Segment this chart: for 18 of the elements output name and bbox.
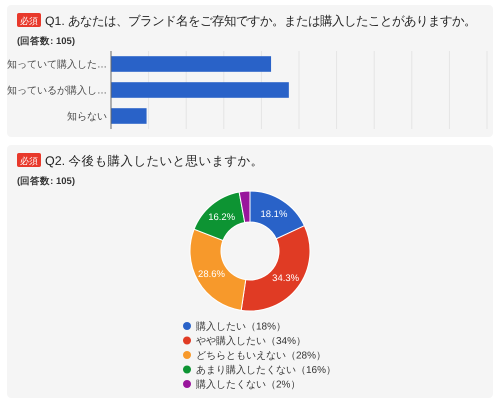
data-label: 16.2% [208,212,236,224]
legend-label: 購入したくない（2%） [196,378,300,390]
chart-title: Q2. 今後も購入したいと思いますか。 [45,154,264,168]
y-tick-label: 知っていて購入した… [7,58,107,70]
data-label: 18.1% [260,208,288,220]
y-tick-label: 知っているが購入し… [7,84,107,96]
data-label: 28.6% [198,268,226,280]
text: (回答数: 105) [17,175,75,187]
chart-title: Q1. あなたは、ブランド名をご存知ですか。または購入したことがありますか。 [45,14,476,28]
data-label: 34.3% [272,273,300,284]
legend-label: やや購入したい（34%） [196,335,306,347]
text: 必須 [20,156,38,166]
y-tick-label: 知らない [67,110,107,122]
legend-label: あまり購入したくない（16%） [196,364,336,376]
chart-subtitle: (回答数: 105) [17,35,75,47]
text: 必須 [20,16,38,26]
legend-label: 購入したい（18%） [196,320,286,332]
legend-label: どちらともいえない（28%） [196,350,326,362]
